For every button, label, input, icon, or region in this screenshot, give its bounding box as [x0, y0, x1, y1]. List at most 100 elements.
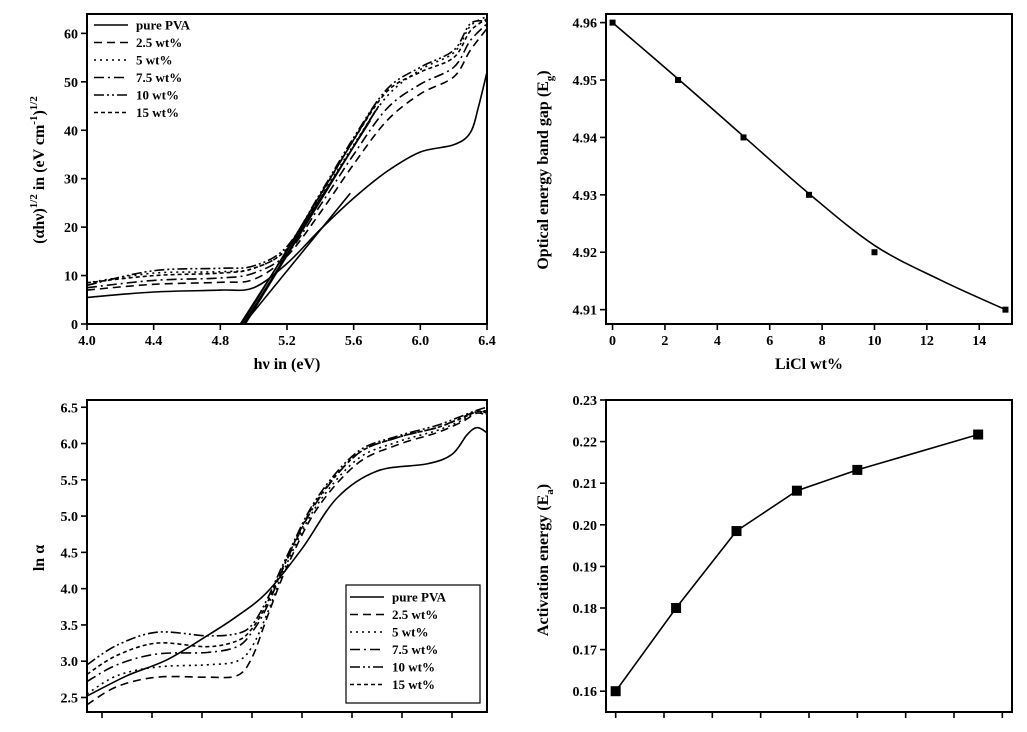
- ln-alpha-y-tick-label: 3.5: [61, 619, 79, 634]
- band-gap-x-axis-title: LiCl wt%: [775, 356, 843, 373]
- band-gap-x-tick-label: 12: [920, 334, 934, 349]
- ln-alpha-y-tick-label: 2.5: [61, 691, 79, 706]
- activation-y-tick-label: 0.23: [573, 394, 598, 409]
- band-gap-x-tick-label: 6: [766, 334, 773, 349]
- tauc-y-title-sup3: 1/2: [28, 96, 40, 111]
- tauc-legend-label: pure PVA: [136, 18, 191, 33]
- activation-energy-frame: [605, 399, 1013, 713]
- band-gap-panel: 0 2 4 6 8 10 12 14 4.91 4.92 4.93 4.94 4.95 4.96 LiCl…: [535, 13, 1013, 373]
- band-gap-x-tick-label: 4: [714, 334, 721, 349]
- ln-alpha-series-line: [86, 410, 488, 675]
- ln-alpha-y-tick-label: 4.0: [61, 583, 79, 598]
- activation-y-tick-label: 0.21: [573, 477, 598, 492]
- band-gap-y-tick-label: 4.93: [573, 189, 598, 204]
- activation-energy-point: [610, 686, 621, 697]
- ln-alpha-series-line: [86, 406, 488, 666]
- ln-alpha-legend-box: [345, 584, 481, 704]
- band-gap-y-title-main: Optical energy band gap (E: [535, 81, 552, 269]
- band-gap-y-title-close: ): [535, 70, 552, 75]
- tauc-x-axis-title: hν in (eV): [254, 356, 321, 373]
- tauc-legend-label: 2.5 wt%: [136, 35, 182, 50]
- ln-alpha-y-axis-title: ln α: [31, 545, 48, 571]
- band-gap-curve: [611, 21, 1006, 311]
- tauc-legend-label: 15 wt%: [136, 105, 179, 120]
- band-gap-y-tick-label: 4.92: [573, 246, 598, 261]
- ln-alpha-series-line: [86, 412, 488, 706]
- tauc-plot-panel: 4.0 4.4 4.8 5.2 5.6 6.0 6.4 0 10 20 30 40 50 60 pure …: [28, 13, 496, 373]
- tauc-y-tick-label: 30: [64, 173, 78, 188]
- tauc-x-tick-label: 5.2: [278, 334, 296, 349]
- activation-energy-point: [671, 603, 682, 613]
- activation-energy-point: [852, 464, 863, 475]
- activation-y-tick-label: 0.18: [573, 602, 598, 617]
- tauc-fit-line: [243, 105, 380, 325]
- ln-alpha-y-tick-label: 3.0: [61, 655, 79, 670]
- tauc-series-line: [86, 20, 488, 287]
- activation-y-tick-label: 0.17: [573, 644, 598, 659]
- band-gap-y-title-sub: g: [544, 75, 556, 81]
- tauc-legend: pure PVA 2.5 wt% 5 wt% 7.5 wt% 10 wt% 15 wt%: [94, 18, 191, 120]
- tauc-y-tick-label: 10: [64, 270, 78, 285]
- tauc-x-tick-label: 6.4: [478, 334, 496, 349]
- ln-alpha-legend: pure PVA 2.5 wt% 5 wt% 7.5 wt% 10 wt% 15 wt%: [345, 584, 481, 704]
- ln-alpha-panel: 2.5 3.0 3.5 4.0 4.5 5.0 5.5 6.0 6.5 pure PVA 2.5 …: [31, 399, 488, 718]
- activation-y-title-main: Activation energy (E: [535, 495, 552, 636]
- ln-alpha-legend-label: pure PVA: [392, 590, 447, 605]
- band-gap-point: [806, 191, 812, 198]
- activation-energy-point: [791, 485, 802, 496]
- tauc-y-tick-label: 50: [64, 76, 78, 91]
- band-gap-x-tick-label: 8: [819, 334, 826, 349]
- tauc-x-tick-label: 4.0: [78, 334, 96, 349]
- tauc-series-line: [86, 28, 488, 291]
- activation-energy-point: [973, 429, 984, 440]
- tauc-y-title-close: ): [31, 110, 48, 115]
- band-gap-point: [609, 19, 616, 26]
- tauc-y-title-main: (αhν): [31, 208, 48, 244]
- ln-alpha-legend-label: 2.5 wt%: [392, 607, 438, 622]
- ln-alpha-series-line: [86, 410, 488, 695]
- ln-alpha-legend-label: 10 wt%: [392, 660, 435, 675]
- tauc-y-axis-title: (αhν)1/2 in (eV cm-1)1/2: [28, 96, 48, 244]
- band-gap-x-tick-label: 10: [867, 334, 881, 349]
- ln-alpha-legend-label: 7.5 wt%: [392, 642, 438, 657]
- ln-alpha-y-tick-label: 5.5: [61, 474, 79, 489]
- activation-y-title-sub: a: [544, 489, 556, 495]
- tauc-y-title-mid: in (eV cm: [31, 124, 48, 194]
- activation-y-tick-label: 0.19: [573, 560, 598, 575]
- ln-alpha-legend-label: 15 wt%: [392, 677, 435, 692]
- ln-alpha-y-tick-label: 5.0: [61, 510, 79, 525]
- tauc-x-tick-label: 4.8: [212, 334, 230, 349]
- activation-y-tick-label: 0.20: [573, 519, 598, 534]
- tauc-series-line: [86, 23, 488, 289]
- tauc-y-title-sup1: 1/2: [28, 194, 40, 209]
- activation-energy-y-axis-title: Activation energy (Ea): [535, 484, 556, 636]
- band-gap-frame: [605, 13, 1013, 325]
- tauc-x-tick-label: 5.6: [345, 334, 363, 349]
- ln-alpha-y-tick-label: 6.5: [61, 401, 79, 416]
- tauc-legend-label: 5 wt%: [136, 53, 172, 68]
- activation-energy-line: [615, 433, 979, 692]
- band-gap-x-tick-label: 14: [972, 334, 986, 349]
- tauc-x-tick-label: 4.4: [145, 334, 163, 349]
- activation-y-tick-label: 0.22: [573, 436, 598, 451]
- tauc-y-tick-label: 0: [71, 318, 78, 333]
- activation-y-title-close: ): [535, 484, 552, 489]
- tauc-y-tick-label: 40: [64, 124, 78, 139]
- band-gap-point: [740, 134, 747, 141]
- tauc-fit-line: [243, 192, 351, 325]
- band-gap-x-tick-label: 2: [661, 334, 668, 349]
- tauc-y-title-sup2: -1: [28, 116, 40, 125]
- tauc-y-tick-label: 20: [64, 221, 78, 236]
- activation-y-tick-label: 0.16: [573, 685, 598, 700]
- band-gap-x-tick-label: 0: [609, 334, 616, 349]
- band-gap-y-axis-title: Optical energy band gap (Eg): [535, 70, 556, 269]
- band-gap-y-tick-label: 4.95: [573, 74, 598, 89]
- tauc-fit-line: [241, 100, 378, 325]
- tauc-legend-label: 10 wt%: [136, 88, 179, 103]
- band-gap-y-tick-label: 4.91: [573, 304, 598, 319]
- band-gap-point: [1002, 306, 1009, 313]
- ln-alpha-frame: [86, 399, 488, 713]
- activation-energy-point: [731, 526, 742, 537]
- ln-alpha-legend-label: 5 wt%: [392, 625, 428, 640]
